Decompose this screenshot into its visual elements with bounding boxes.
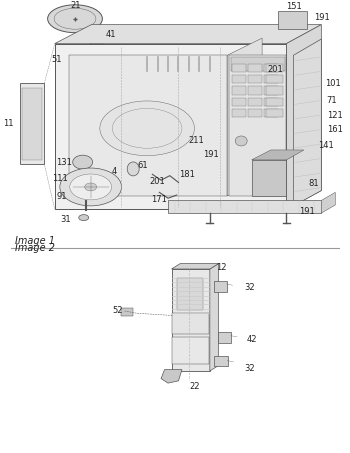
Text: 21: 21 <box>70 1 81 10</box>
Text: 52: 52 <box>112 306 123 315</box>
Bar <box>266 64 283 72</box>
Text: 161: 161 <box>327 125 343 134</box>
Text: 31: 31 <box>60 215 70 224</box>
Text: Image 2: Image 2 <box>15 243 55 253</box>
Bar <box>231 57 285 71</box>
Text: 32: 32 <box>245 283 255 292</box>
Ellipse shape <box>85 183 97 191</box>
Text: 81: 81 <box>308 179 319 188</box>
Bar <box>232 87 246 95</box>
Polygon shape <box>252 160 287 196</box>
Text: 131: 131 <box>56 158 72 167</box>
Text: 4: 4 <box>111 167 117 176</box>
Bar <box>121 308 133 316</box>
Ellipse shape <box>70 174 112 200</box>
Bar <box>266 75 283 83</box>
Ellipse shape <box>60 168 121 206</box>
Text: 22: 22 <box>189 382 199 391</box>
Ellipse shape <box>62 48 102 69</box>
Ellipse shape <box>73 155 93 169</box>
Text: Image 1: Image 1 <box>15 236 55 246</box>
Ellipse shape <box>100 101 194 156</box>
Ellipse shape <box>79 215 89 221</box>
Ellipse shape <box>48 5 103 33</box>
Bar <box>248 109 262 117</box>
Bar <box>264 87 278 95</box>
Polygon shape <box>214 281 227 292</box>
Polygon shape <box>252 150 304 160</box>
Ellipse shape <box>68 51 96 66</box>
Text: 32: 32 <box>245 364 255 373</box>
Polygon shape <box>172 337 209 364</box>
Bar <box>266 87 283 95</box>
Text: 11: 11 <box>4 119 14 128</box>
Text: 121: 121 <box>327 111 343 120</box>
Ellipse shape <box>235 136 247 146</box>
Bar <box>248 64 262 72</box>
Bar <box>232 75 246 83</box>
Bar <box>266 98 283 106</box>
Polygon shape <box>227 38 262 196</box>
Bar <box>177 278 203 309</box>
Text: 141: 141 <box>318 141 334 150</box>
Text: 191: 191 <box>203 150 218 159</box>
Bar <box>264 64 278 72</box>
Text: 111: 111 <box>52 174 68 183</box>
Bar <box>264 75 278 83</box>
Bar <box>266 109 283 117</box>
Text: 91: 91 <box>56 193 67 202</box>
Polygon shape <box>217 332 231 342</box>
Polygon shape <box>210 264 218 371</box>
Polygon shape <box>293 39 321 206</box>
Bar <box>22 88 42 160</box>
Text: 12: 12 <box>216 263 226 272</box>
Polygon shape <box>55 43 287 209</box>
Text: 41: 41 <box>105 30 116 39</box>
Polygon shape <box>20 83 44 164</box>
Polygon shape <box>287 24 321 209</box>
Bar <box>248 98 262 106</box>
Text: 201: 201 <box>267 65 283 74</box>
Text: 201: 201 <box>149 177 165 186</box>
Text: 171: 171 <box>152 195 167 204</box>
Polygon shape <box>229 55 287 196</box>
Bar <box>248 75 262 83</box>
Polygon shape <box>55 24 321 43</box>
Bar <box>232 64 246 72</box>
Ellipse shape <box>88 33 106 45</box>
Bar <box>172 269 210 371</box>
Text: 51: 51 <box>51 55 62 64</box>
Polygon shape <box>172 264 218 269</box>
Polygon shape <box>168 201 321 213</box>
Text: 191: 191 <box>314 13 330 22</box>
Text: 151: 151 <box>286 2 302 11</box>
Ellipse shape <box>127 162 139 176</box>
Polygon shape <box>321 193 335 213</box>
Text: 211: 211 <box>188 136 204 145</box>
Text: 71: 71 <box>326 96 337 105</box>
Text: 181: 181 <box>179 170 195 179</box>
Text: 101: 101 <box>326 79 341 88</box>
Polygon shape <box>214 356 228 366</box>
Polygon shape <box>161 370 182 383</box>
Text: 191: 191 <box>299 207 314 216</box>
Text: 42: 42 <box>246 335 257 344</box>
Bar <box>264 98 278 106</box>
Bar <box>264 109 278 117</box>
Polygon shape <box>172 313 209 333</box>
Bar <box>232 109 246 117</box>
Bar <box>248 87 262 95</box>
Polygon shape <box>69 55 227 196</box>
Bar <box>232 98 246 106</box>
Polygon shape <box>278 11 307 29</box>
Text: 61: 61 <box>137 161 148 170</box>
